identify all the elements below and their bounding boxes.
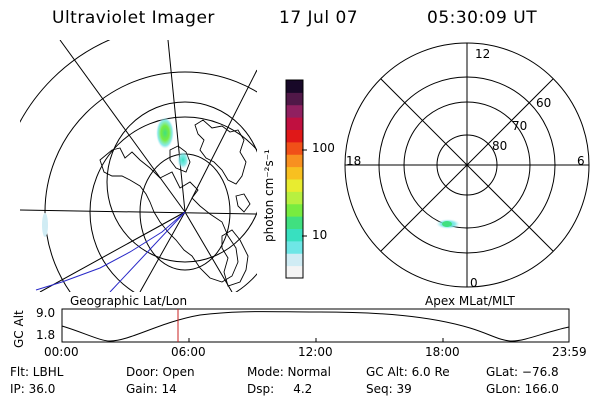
meridian-line bbox=[139, 211, 186, 292]
seq-value: Seq: 39 bbox=[366, 382, 412, 396]
meridian-line bbox=[184, 211, 233, 292]
timeline-ticks bbox=[188, 338, 444, 342]
meridian-line bbox=[39, 211, 186, 292]
glat-value: GLat: −76.8 bbox=[486, 365, 559, 379]
ground-track bbox=[35, 211, 186, 291]
date-label: 17 Jul 07 bbox=[279, 8, 359, 28]
timeline-y-high: 9.0 bbox=[36, 306, 56, 320]
colorbar-segment bbox=[286, 191, 303, 205]
lat-circle-inner bbox=[89, 116, 257, 292]
polar-plot bbox=[344, 42, 590, 288]
meridian-line bbox=[184, 69, 257, 213]
altitude-curve bbox=[61, 311, 570, 342]
timeline-tick-0600: 06:00 bbox=[171, 345, 206, 359]
colorbar-ticks bbox=[302, 149, 307, 237]
colorbar-tick-10: 10 bbox=[312, 228, 328, 242]
mode-value: Mode: Normal bbox=[247, 365, 331, 379]
geographic-label: Geographic Lat/Lon bbox=[70, 294, 188, 308]
timeline-y-low: 1.8 bbox=[36, 328, 56, 342]
mlat-label-80: 80 bbox=[492, 139, 508, 153]
timeline-tick-1200: 12:00 bbox=[298, 345, 333, 359]
app-title: Ultraviolet Imager bbox=[52, 8, 215, 28]
meridian-line bbox=[167, 40, 186, 213]
coastline bbox=[169, 145, 191, 173]
colorbar-segment bbox=[286, 166, 303, 180]
aurora-emission bbox=[442, 221, 452, 227]
timeline-ylabel: GC Alt bbox=[12, 310, 26, 348]
aurora-emission bbox=[42, 213, 48, 237]
colorbar-segment bbox=[286, 228, 303, 242]
colorbar-unit-label: photon cm⁻²s⁻¹ bbox=[262, 149, 276, 242]
glon-value: GLon: 166.0 bbox=[486, 382, 559, 396]
mlat-label-60: 60 bbox=[536, 96, 552, 110]
timeline-tick-1800: 18:00 bbox=[425, 345, 460, 359]
colorbar-tick-100: 100 bbox=[312, 141, 335, 155]
colorbar-segment bbox=[286, 253, 303, 267]
colorbar-segment bbox=[286, 179, 303, 192]
mlt-line bbox=[380, 78, 554, 252]
aurora-emission bbox=[156, 117, 174, 149]
colorbar-segment bbox=[286, 240, 303, 254]
timeline-plot bbox=[61, 308, 570, 343]
coastline bbox=[235, 193, 251, 213]
timeline-tick-0000: 00:00 bbox=[44, 345, 79, 359]
mlt-label-midnight: 0 bbox=[470, 276, 478, 290]
colorbar-segment bbox=[286, 141, 303, 155]
colorbar-segment bbox=[286, 129, 303, 143]
colorbar-segment bbox=[286, 104, 303, 118]
coastline bbox=[221, 229, 249, 287]
colorbar-segment bbox=[286, 154, 303, 168]
mlt-label-noon: 12 bbox=[475, 47, 491, 61]
field-of-view bbox=[106, 101, 257, 263]
gain-value: Gain: 14 bbox=[126, 382, 177, 396]
coastline bbox=[194, 119, 247, 185]
meridian-line bbox=[59, 40, 186, 213]
gc-alt-value: GC Alt: 6.0 Re bbox=[366, 365, 450, 379]
colorbar-segment bbox=[286, 92, 303, 106]
apex-label: Apex MLat/MLT bbox=[425, 294, 515, 308]
mlt-label-dusk: 18 bbox=[346, 154, 362, 168]
aurora-emission bbox=[177, 151, 189, 169]
colorbar-segment bbox=[286, 117, 303, 130]
colorbar-segment bbox=[286, 203, 303, 217]
colorbar-frame bbox=[285, 79, 304, 279]
filter-value: Flt: LBHL bbox=[10, 365, 64, 379]
ip-value: IP: 36.0 bbox=[10, 382, 56, 396]
mlt-label-dawn: 6 bbox=[577, 154, 585, 168]
geographic-map bbox=[20, 40, 257, 292]
lat-circle-mid bbox=[44, 71, 257, 292]
ground-track bbox=[109, 211, 186, 292]
door-status: Door: Open bbox=[126, 365, 195, 379]
coastline bbox=[99, 147, 239, 283]
colorbar-segment bbox=[286, 216, 303, 229]
colorbar-segment bbox=[286, 265, 303, 279]
mlat-label-70: 70 bbox=[512, 119, 528, 133]
dsp-value: Dsp: 4.2 bbox=[247, 382, 313, 396]
colorbar-segment bbox=[286, 80, 303, 93]
colorbar bbox=[285, 79, 304, 279]
meridian-line bbox=[20, 209, 257, 215]
timeline-tick-2359: 23:59 bbox=[552, 345, 587, 359]
lat-circle-outer bbox=[20, 40, 111, 124]
timeline-frame bbox=[61, 308, 570, 343]
time-label: 05:30:09 UT bbox=[427, 8, 538, 28]
